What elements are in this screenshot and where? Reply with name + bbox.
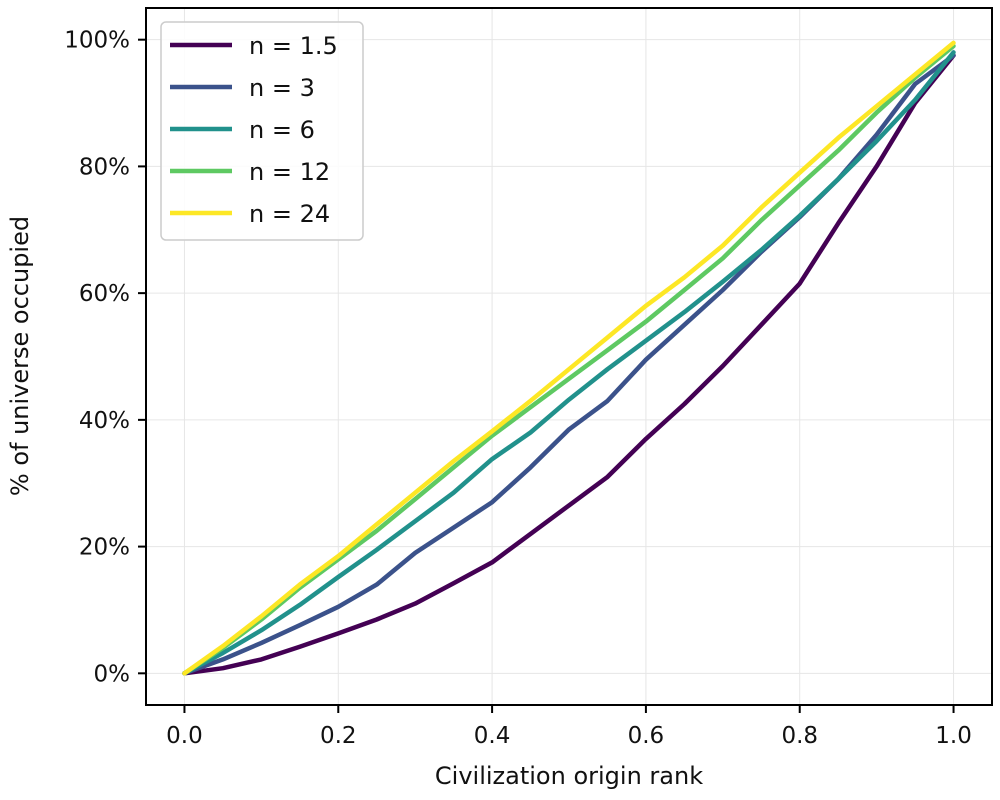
x-tick-label: 0.6 [628, 723, 665, 749]
series-line [182, 53, 956, 676]
x-tick-label: 0.4 [474, 723, 511, 749]
series-line [182, 43, 956, 676]
x-tick-label: 0.0 [166, 723, 203, 749]
y-axis-label: % of universe occupied [6, 216, 34, 496]
legend-label: n = 12 [249, 158, 330, 186]
legend-label: n = 6 [249, 116, 315, 144]
legend: n = 1.5 n = 3 n = 6 n = 12 n = 24 [160, 21, 364, 241]
legend-label: n = 1.5 [249, 32, 338, 60]
axis-ticks: 0.0 0.2 0.4 0.6 0.8 1.0 0% 20% 40% 60% 80% 100% [64, 28, 972, 749]
y-tick-label: 80% [79, 154, 130, 180]
x-tick-label: 0.8 [781, 723, 818, 749]
plot-area-frame [145, 7, 993, 706]
x-axis-label: Civilization origin rank [435, 762, 703, 790]
x-tick-label: 0.2 [320, 723, 357, 749]
series-line [182, 40, 956, 676]
legend-box [160, 21, 364, 241]
legend-label: n = 24 [249, 200, 330, 228]
y-tick-label: 20% [79, 535, 130, 561]
x-tick-label: 1.0 [935, 723, 972, 749]
legend-label: n = 3 [249, 74, 315, 102]
series-line [182, 50, 956, 676]
series-lines [182, 40, 956, 676]
y-tick-label: 0% [94, 661, 131, 687]
y-tick-label: 60% [79, 281, 130, 307]
y-tick-label: 100% [64, 28, 130, 54]
y-tick-label: 40% [79, 408, 130, 434]
